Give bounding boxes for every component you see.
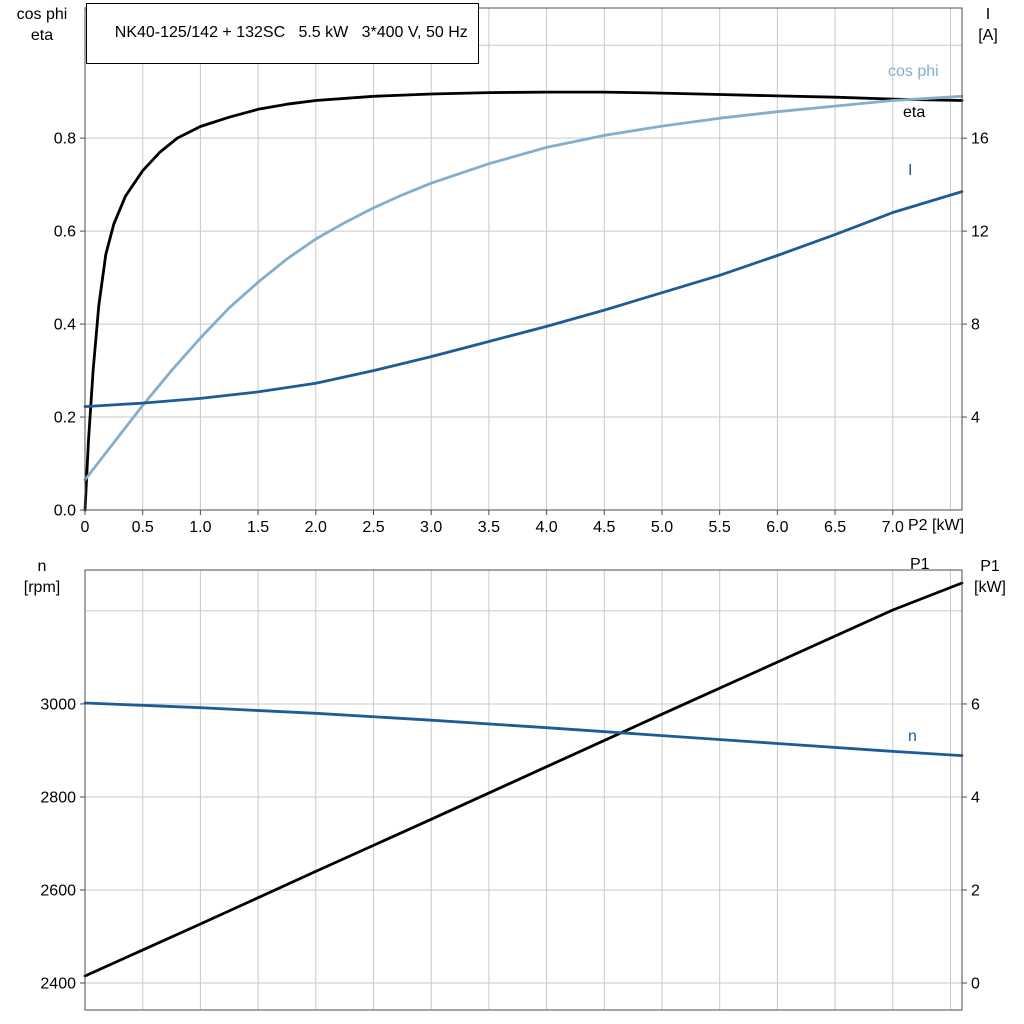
series-P1 xyxy=(83,581,964,978)
tick-label-x: 6.0 xyxy=(766,519,788,536)
tick-label-x: 0.5 xyxy=(132,519,154,536)
left-axis-title-line2: eta xyxy=(30,27,54,44)
tick-label-x: 6.5 xyxy=(824,519,846,536)
series-eta xyxy=(83,90,964,512)
tick-label-x: 1.5 xyxy=(247,519,269,536)
tick-label-left: 0.2 xyxy=(54,410,76,427)
tick-label-right: 0 xyxy=(971,976,980,993)
tick-label-right: 16 xyxy=(971,131,989,148)
curve-label-current: I xyxy=(908,162,913,179)
left-axis-title-bottom-line1: n xyxy=(37,558,47,575)
tick-label-x: 2.0 xyxy=(305,519,327,536)
tick-label-x: 4.0 xyxy=(535,519,557,536)
tick-label-x: 5.0 xyxy=(651,519,673,536)
right-axis-title-bottom-line2: [kW] xyxy=(974,579,1006,596)
left-axis-title-top: cos phi eta xyxy=(2,4,82,46)
chart-title: NK40-125/142 + 132SC 5.5 kW 3*400 V, 50 … xyxy=(114,24,468,41)
tick-label-right: 8 xyxy=(971,317,980,334)
right-axis-title-bottom: P1 [kW] xyxy=(960,556,1020,598)
tick-label-left: 0.0 xyxy=(54,503,76,520)
tick-label-x: 0 xyxy=(81,519,90,536)
tick-label-x: 1.0 xyxy=(189,519,211,536)
right-axis-title-line2: [A] xyxy=(978,27,998,44)
tick-label-right: 4 xyxy=(971,789,980,806)
x-axis-label: P2 [kW] xyxy=(908,517,965,534)
tick-label-x: 4.5 xyxy=(593,519,615,536)
plot-area xyxy=(85,570,962,1010)
chart-title-box: NK40-125/142 + 132SC 5.5 kW 3*400 V, 50 … xyxy=(86,3,479,64)
tick-label-left: 0.8 xyxy=(54,131,76,148)
plot-area xyxy=(85,8,962,510)
tick-label-x: 5.5 xyxy=(709,519,731,536)
right-axis-title-line1: I xyxy=(985,6,991,23)
tick-label-left: 0.6 xyxy=(54,224,76,241)
tick-label-x: 3.0 xyxy=(420,519,442,536)
tick-label-x: 2.5 xyxy=(362,519,384,536)
tick-label-right: 4 xyxy=(971,410,980,427)
tick-label-right: 12 xyxy=(971,224,989,241)
series-cos-phi xyxy=(83,94,964,482)
tick-label-left: 0.4 xyxy=(54,317,76,334)
chart-top: 0.0 0.2 0.4 0.6 0.8 4 8 12 16 0 0.5 1.0 1.5 2.0 2.5 3.0… xyxy=(54,7,989,536)
series-I xyxy=(83,190,964,409)
tick-label-x: 3.5 xyxy=(478,519,500,536)
plot-border xyxy=(84,569,963,1011)
tick-label-left: 3000 xyxy=(40,696,76,713)
plot-border xyxy=(84,7,963,511)
tick-label-left: 2600 xyxy=(40,883,76,900)
tick-label-x: 7.0 xyxy=(882,519,904,536)
left-axis-title-bottom-line2: [rpm] xyxy=(23,579,61,596)
left-axis-title-line1: cos phi xyxy=(16,6,68,23)
left-axis-title-bottom: n [rpm] xyxy=(2,556,82,598)
series-n xyxy=(83,701,964,757)
tick-label-right: 2 xyxy=(971,883,980,900)
tick-label-right: 6 xyxy=(971,696,980,713)
curve-label-p1: P1 xyxy=(910,556,930,573)
curve-label-eta: eta xyxy=(903,104,926,121)
curve-label-n: n xyxy=(908,728,917,745)
tick-label-left: 2800 xyxy=(40,789,76,806)
tick-label-left: 2400 xyxy=(40,976,76,993)
right-axis-title-bottom-line1: P1 xyxy=(980,558,1000,575)
curve-label-cos-phi: cos phi xyxy=(888,63,939,80)
right-axis-title-top: I [A] xyxy=(962,4,1014,46)
chart-bottom: 2400 2600 2800 3000 0 2 4 6 xyxy=(40,569,980,1011)
